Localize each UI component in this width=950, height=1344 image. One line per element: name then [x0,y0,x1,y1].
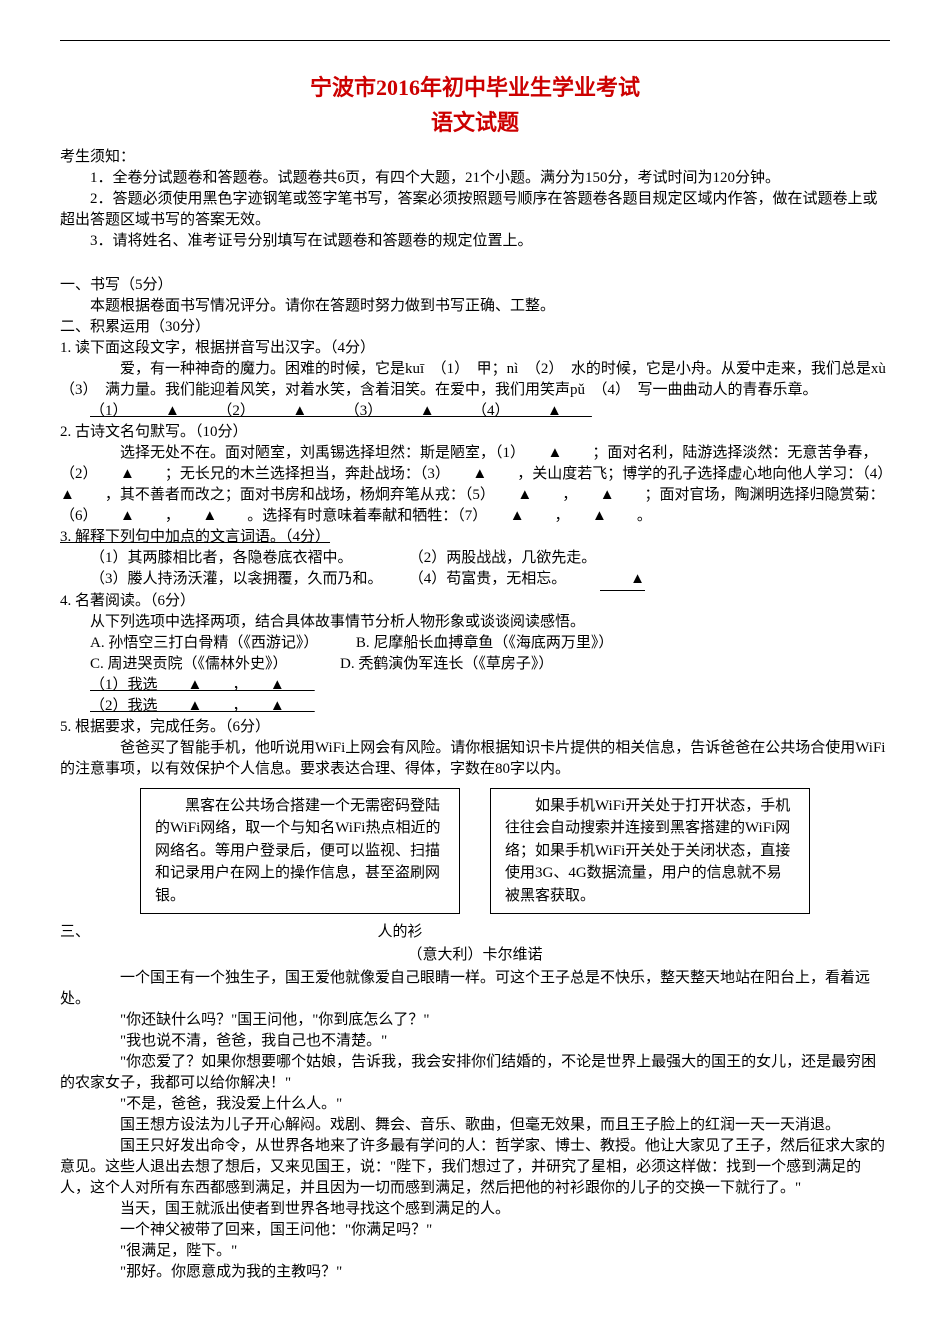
title-main: 宁波市2016年初中毕业生学业考试 [60,71,890,104]
story-p1: 一个国王有一个独生子，国王爱他就像爱自己眼睛一样。可这个王子总是不快乐，整天整天… [60,968,890,1010]
info-box-2: 如果手机WiFi开关处于打开状态，手机往往会自动搜索并连接到黑客搭建的WiFi网… [490,788,810,915]
story-p9: 一个神父被带了回来，国王问他："你满足吗？" [60,1220,890,1241]
q4-a: A. 孙悟空三打白骨精（《西游记》） [90,635,311,651]
q1-header: 1. 读下面这段文字，根据拼音写出汉字。（4分） [60,338,890,359]
notice-3: 3．请将姓名、准考证号分别填写在试题卷和答题卷的规定位置上。 [60,231,890,252]
title-sub: 语文试题 [60,106,890,139]
section1-header: 一、书写（5分） [60,275,890,296]
q3-3: （3）媵人持汤沃灌，以衾拥覆，久而乃和。 [90,571,383,587]
story-p7: 国王只好发出命令，从世界各地来了许多最有学问的人：哲学家、博士、教授。他让大家见… [60,1136,890,1199]
section3-line: 三、 人的衫 [60,922,890,943]
story-p3: "我也说不清，爸爸，我自己也不清楚。" [60,1031,890,1052]
story-p2: "你还缺什么吗？"国王问他，"你到底怎么了？" [60,1010,890,1031]
q3-2: （2）两股战战，几欲先走。 [416,550,596,566]
top-divider [60,40,890,41]
q3-line2: （3）媵人持汤沃灌，以衾拥覆，久而乃和。 （4）苟富贵，无相忘。 ▲ [60,569,890,591]
story-p8: 当天，国王就派出使者到世界各地寻找这个感到满足的人。 [60,1199,890,1220]
q3-4: （4）苟富贵，无相忘。 [416,571,566,587]
story-author: （意大利）卡尔维诺 [60,945,890,966]
q2-text: 选择无处不在。面对陋室，刘禹锡选择坦然：斯是陋室，（1） ▲ ；面对名利，陆游选… [60,443,890,527]
q4-cd: C. 周进哭贡院（《儒林外史》） D. 秃鹤演伪军连长（《草房子》） [60,654,890,675]
info-box-1: 黑客在公共场合搭建一个无需密码登陆的WiFi网络，取一个与知名WiFi热点相近的… [140,788,460,915]
q1-blanks: （1） ▲ （2） ▲ （3） ▲ （4） ▲ [60,401,890,422]
q4-ab: A. 孙悟空三打白骨精（《西游记》） B. 尼摩船长血搏章鱼（《海底两万里》） [60,633,890,654]
story-p10: "很满足，陛下。" [60,1241,890,1262]
q4-b: B. 尼摩船长血搏章鱼（《海底两万里》） [356,635,614,651]
notice-1: 1．全卷分试题卷和答题卷。试题卷共6页，有四个大题，21个小题。满分为150分，… [60,168,890,189]
info-boxes: 黑客在公共场合搭建一个无需密码登陆的WiFi网络，取一个与知名WiFi热点相近的… [60,788,890,915]
story-p5: "不是，爸爸，我没爱上什么人。" [60,1094,890,1115]
q2-header: 2. 古诗文名句默写。（10分） [60,422,890,443]
q3-1: （1）其两膝相比者，各隐卷底衣褶中。 [90,550,353,566]
q4-c: C. 周进哭贡院（《儒林外史》） [90,656,280,672]
story-p11: "那好。你愿意成为我的主教吗？" [60,1262,890,1283]
section3-header: 三、 [60,924,90,940]
q4-ans1: （1）我选 ▲ ， ▲ [60,675,890,696]
story-title-suffix: 人的衫 [378,924,423,940]
q1-text: 爱，有一种神奇的魔力。困难的时候，它是kuī （1） 甲；nì （2） 水的时候… [60,359,890,401]
story-p6: 国王想方设法为儿子开心解闷。戏剧、舞会、音乐、歌曲，但毫无效果，而且王子脸上的红… [60,1115,890,1136]
q3-line1: （1）其两膝相比者，各隐卷底衣褶中。 （2）两股战战，几欲先走。 [60,548,890,569]
notice-header: 考生须知： [60,147,890,168]
q3-blank: ▲ [600,569,645,591]
q4-ans2: （2）我选 ▲ ， ▲ [60,696,890,717]
q4-d: D. 秃鹤演伪军连长（《草房子》） [340,656,553,672]
q4-text: 从下列选项中选择两项，结合具体故事情节分析人物形象或谈谈阅读感悟。 [60,612,890,633]
q4-header: 4. 名著阅读。（6分） [60,591,890,612]
q5-text: 爸爸买了智能手机，他听说用WiFi上网会有风险。请你根据知识卡片提供的相关信息，… [60,738,890,780]
q3-header: 3. 解释下列句中加点的文言词语。（4分） [60,527,890,548]
notice-2: 2．答题必须使用黑色字迹钢笔或签字笔书写，答案必须按照题号顺序在答题卷各题目规定… [60,189,890,231]
q5-header: 5. 根据要求，完成任务。（6分） [60,717,890,738]
section1-text: 本题根据卷面书写情况评分。请你在答题时努力做到书写正确、工整。 [60,296,890,317]
section2-header: 二、积累运用（30分） [60,317,890,338]
story-p4: "你恋爱了？如果你想要哪个姑娘，告诉我，我会安排你们结婚的，不论是世界上最强大的… [60,1052,890,1094]
